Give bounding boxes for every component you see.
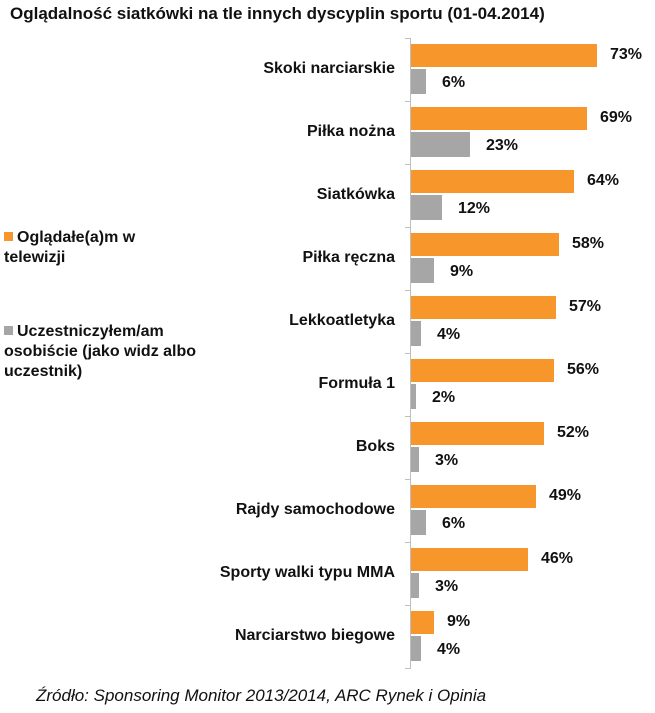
category-label: Siatkówka — [316, 186, 395, 203]
bar-live — [411, 636, 421, 661]
legend-item-tv: Oglądałe(a)m w telewizji — [4, 228, 174, 268]
category-label: Rajdy samochodowe — [235, 501, 395, 518]
value-label-live: 3% — [435, 452, 459, 469]
bar-live — [411, 573, 419, 598]
value-label-tv: 69% — [600, 109, 633, 126]
category-label: Narciarstwo biegowe — [234, 627, 395, 644]
legend-swatch-orange-icon — [4, 232, 13, 241]
bar-tv — [411, 485, 536, 508]
bar-tv — [411, 359, 554, 382]
source-note: Źródło: Sponsoring Monitor 2013/2014, AR… — [36, 686, 487, 705]
bar-live — [411, 384, 416, 409]
category-label: Piłka ręczna — [302, 249, 396, 266]
bar-tv — [411, 296, 556, 319]
bar-live — [411, 321, 421, 346]
value-label-tv: 52% — [557, 424, 590, 441]
axis-tick — [405, 605, 411, 606]
bar-live — [411, 195, 442, 220]
axis-tick — [405, 479, 411, 480]
value-label-live: 4% — [437, 641, 461, 658]
bar-live — [411, 447, 419, 472]
axis-tick — [405, 353, 411, 354]
bar-tv — [411, 107, 587, 130]
category-label: Piłka nożna — [306, 123, 395, 140]
value-label-tv: 9% — [447, 613, 471, 630]
legend-item-live: Uczestniczyłem/am osobiście (jako widz a… — [4, 322, 224, 382]
value-label-tv: 46% — [541, 550, 574, 567]
category-label: Boks — [355, 438, 395, 455]
value-label-live: 6% — [442, 74, 466, 91]
bar-live — [411, 258, 434, 283]
value-label-tv: 49% — [549, 487, 582, 504]
value-label-live: 4% — [437, 326, 461, 343]
value-label-live: 12% — [458, 200, 491, 217]
value-label-tv: 64% — [587, 172, 620, 189]
bar-tv — [411, 548, 528, 571]
value-label-tv: 58% — [572, 235, 605, 252]
bar-tv — [411, 44, 597, 67]
value-label-live: 2% — [432, 389, 456, 406]
axis-tick — [405, 542, 411, 543]
legend-swatch-gray-icon — [4, 326, 13, 335]
value-label-tv: 73% — [610, 46, 643, 63]
category-label: Lekkoatletyka — [289, 312, 395, 329]
chart-title: Oglądalność siatkówki na tle innych dysc… — [10, 4, 545, 23]
bar-live — [411, 69, 426, 94]
axis-tick — [405, 164, 411, 165]
value-label-live: 3% — [435, 578, 459, 595]
bar-live — [411, 510, 426, 535]
legend-label: Oglądałe(a)m w telewizji — [4, 229, 136, 266]
axis-tick — [405, 38, 411, 39]
bar-live — [411, 132, 470, 157]
value-label-live: 23% — [486, 137, 519, 154]
category-label: Skoki narciarskie — [263, 60, 395, 77]
bar-tv — [411, 422, 544, 445]
value-label-live: 9% — [450, 263, 474, 280]
legend-label: Uczestniczyłem/am osobiście (jako widz a… — [4, 323, 197, 380]
bar-tv — [411, 611, 434, 634]
category-label: Sporty walki typu MMA — [219, 564, 395, 581]
axis-tick — [405, 227, 411, 228]
axis-tick — [405, 290, 411, 291]
axis-tick — [405, 101, 411, 102]
bar-tv — [411, 233, 559, 256]
bar-tv — [411, 170, 574, 193]
axis-tick — [405, 416, 411, 417]
value-label-tv: 57% — [569, 298, 602, 315]
category-label: Formuła 1 — [318, 375, 395, 392]
value-label-tv: 56% — [567, 361, 600, 378]
axis-tick — [405, 668, 411, 669]
value-label-live: 6% — [442, 515, 466, 532]
